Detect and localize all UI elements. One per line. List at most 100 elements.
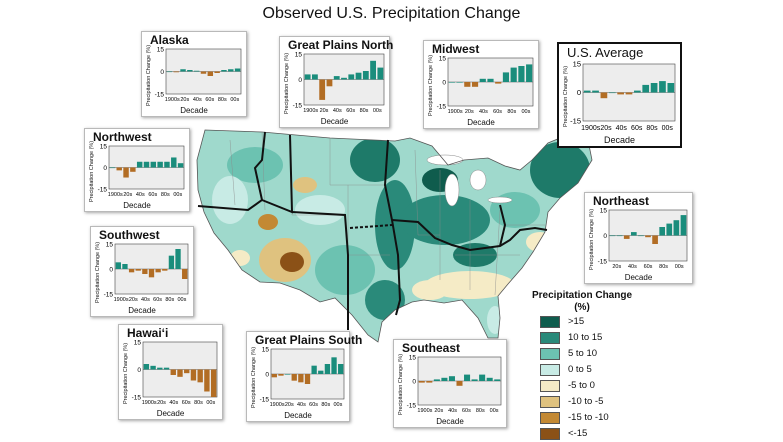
bar (583, 90, 591, 93)
bar (456, 381, 463, 386)
chart-alaska: Alaska 15 0 -15 1900s 20s 40s 60s 80s 00s Precipit… (141, 31, 247, 117)
legend-items: >15 10 to 15 5 to 10 0 to 5 -5 to 0 -10 to -5… (532, 314, 632, 442)
bar (177, 369, 183, 377)
legend-item: -10 to -5 (532, 394, 632, 410)
x-tick-label: 40s (616, 125, 628, 132)
chart-southeast: Southeast 15 0 -15 1900s 20s 40s 60s 80s 00s Preci… (393, 339, 507, 428)
y-tick-label: 0 (103, 165, 107, 172)
y-tick-label: -15 (293, 103, 303, 110)
legend-label: 10 to 15 (568, 332, 603, 343)
bar (617, 92, 624, 95)
y-axis-label: Precipitation Change (%) (89, 140, 95, 202)
x-axis-label: Decade (156, 409, 185, 418)
y-axis-label: Precipitation Change (%) (95, 241, 101, 303)
bar (207, 71, 214, 76)
x-tick-label: 00s (675, 264, 684, 270)
x-tick-label: 80s (659, 264, 668, 270)
x-tick-label: 00s (521, 109, 530, 115)
x-tick-label: 80s (165, 297, 174, 303)
y-tick-label: -15 (155, 92, 165, 99)
bar (673, 220, 680, 236)
legend-swatch (540, 396, 560, 408)
bar (526, 64, 533, 82)
chart-hawaii: Hawai‘i 15 0 -15 1900s 20s 40s 60s 80s 00s Precipi… (118, 324, 223, 420)
bar (166, 71, 173, 73)
legend-item: -5 to 0 (532, 378, 632, 394)
bar (130, 167, 136, 172)
legend-item: 10 to 15 (532, 330, 632, 346)
x-tick-label: 40s (141, 297, 150, 303)
y-tick-label: 15 (409, 355, 417, 362)
x-tick-label: 00s (173, 192, 182, 198)
y-tick-label: -15 (570, 117, 581, 126)
x-axis-label: Decade (284, 411, 312, 420)
bar (433, 379, 440, 381)
bar (370, 60, 376, 80)
bar (123, 167, 129, 178)
bar (448, 376, 455, 381)
bar (510, 67, 517, 82)
legend-title: Precipitation Change (%) (532, 290, 633, 313)
x-tick-label: 80s (194, 400, 203, 406)
bar (652, 235, 658, 244)
bar (184, 369, 190, 374)
bar (204, 369, 210, 392)
chart-title: U.S. Average (567, 45, 644, 60)
bar (311, 365, 317, 374)
bar (157, 367, 163, 370)
bar (479, 78, 486, 82)
legend-label: -15 to -10 (568, 412, 609, 423)
x-tick-label: 60s (205, 97, 214, 103)
bar (214, 71, 220, 73)
bar (298, 374, 304, 383)
x-tick-label: 20s (180, 97, 189, 103)
x-tick-label: 00s (373, 108, 382, 114)
x-tick-label: 1900s (270, 402, 285, 408)
x-tick-label: 1900s (108, 192, 123, 198)
x-tick-label: 80s (507, 109, 516, 115)
bar (171, 157, 177, 168)
legend-swatch (540, 412, 560, 424)
x-tick-label: 20s (129, 297, 138, 303)
bar (115, 262, 121, 269)
bar (592, 90, 599, 93)
x-tick-label: 20s (157, 400, 166, 406)
bar (464, 82, 471, 87)
y-tick-label: 0 (137, 367, 141, 374)
y-tick-label: 0 (577, 88, 581, 97)
x-tick-label: 20s (320, 108, 329, 114)
bar (177, 163, 184, 168)
chart-title: Southwest (99, 228, 160, 242)
bar (609, 235, 616, 237)
x-tick-label: 80s (360, 108, 369, 114)
chart-title: Southeast (402, 341, 461, 355)
y-tick-label: 15 (262, 347, 270, 354)
bar (182, 269, 188, 279)
legend-swatch (540, 332, 560, 344)
y-axis-label: Precipitation Change (%) (589, 208, 595, 270)
x-axis-label: Decade (128, 306, 156, 315)
y-tick-label: 15 (573, 60, 581, 69)
x-tick-label: 80s (646, 125, 658, 132)
bar (116, 167, 122, 171)
bar (163, 367, 170, 370)
y-axis-label: Precipitation Change (%) (251, 346, 257, 408)
bar (180, 69, 186, 72)
bar (625, 92, 633, 95)
x-tick-label: 80s (161, 192, 170, 198)
bar (312, 74, 318, 80)
chart-northeast: Northeast 15 0 -15 20s 40s 60s 80s 00s Precipitat… (584, 192, 693, 284)
x-tick-label: 60s (631, 125, 643, 132)
y-tick-label: -15 (132, 395, 142, 402)
bar (122, 264, 128, 269)
bar (284, 374, 291, 375)
bar (623, 235, 630, 239)
x-tick-label: 80s (476, 408, 485, 414)
x-tick-label: 60s (148, 192, 157, 198)
x-tick-label: 00s (333, 402, 342, 408)
x-tick-label: 60s (182, 400, 191, 406)
